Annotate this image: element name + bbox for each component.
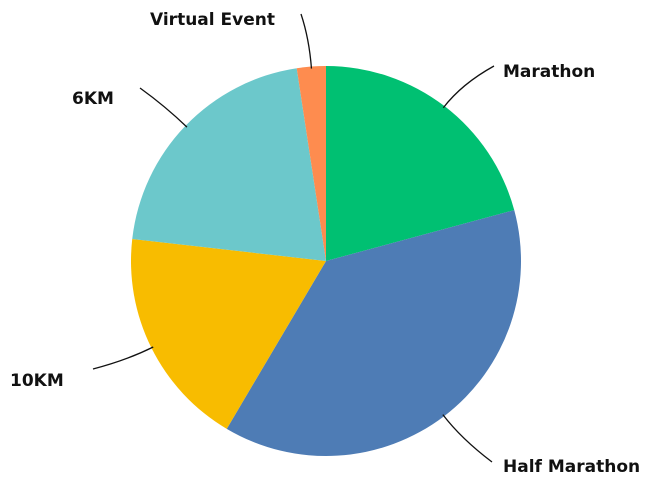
leader-line	[442, 65, 495, 109]
leader-line	[300, 13, 313, 69]
pie-slice	[296, 66, 326, 261]
slice-label: Marathon	[503, 62, 595, 82]
slice-label: 6KM	[72, 89, 114, 109]
pie-slice	[226, 210, 521, 457]
pie-slice	[326, 66, 515, 261]
slice-label: 10KM	[10, 371, 64, 391]
slice-label: Half Marathon	[503, 457, 640, 477]
pie-slice	[131, 238, 326, 429]
leader-line	[92, 346, 154, 370]
leader-line	[139, 87, 188, 128]
pie-slice	[132, 68, 326, 261]
leader-line	[442, 414, 493, 463]
slice-label: Virtual Event	[150, 10, 275, 30]
